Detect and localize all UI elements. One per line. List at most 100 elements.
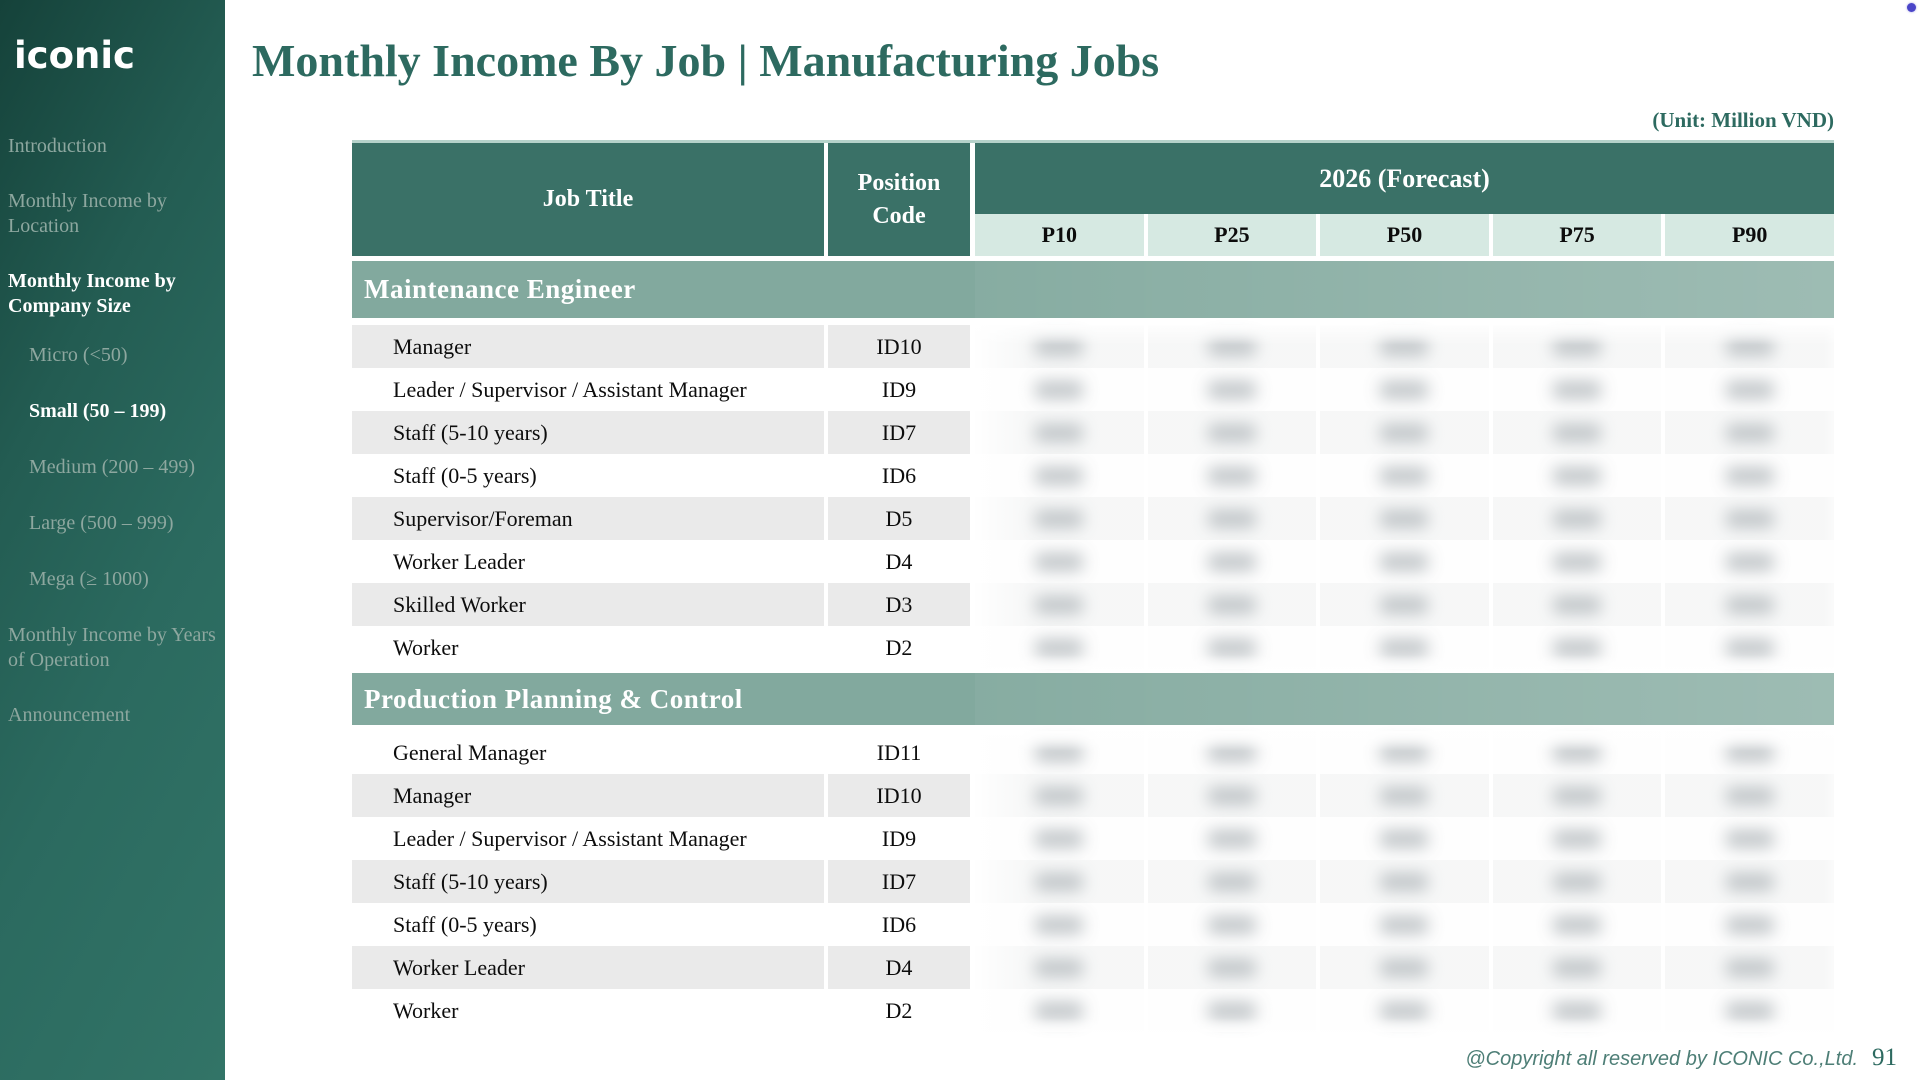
redacted-value-smudge (1380, 829, 1429, 848)
value-cell (1320, 903, 1489, 946)
redacted-value-smudge (1725, 380, 1774, 399)
value-cell (1147, 540, 1317, 583)
table-row: Worker D2 (352, 626, 1834, 669)
redacted-value-smudge (1207, 466, 1256, 485)
redacted-value-smudge (1725, 915, 1774, 934)
redacted-value-smudge (1207, 829, 1256, 848)
position-code-cell: D2 (885, 997, 913, 1023)
redacted-value-smudge (1207, 958, 1256, 977)
value-cell (975, 626, 1144, 669)
table-row: Staff (5-10 years) ID7 (352, 860, 1834, 903)
redacted-value-smudge (1380, 915, 1429, 934)
page-number: 91 (1872, 1044, 1897, 1071)
value-cell (1320, 411, 1489, 454)
redacted-value-smudge (1207, 552, 1256, 571)
redacted-value-smudge (1553, 915, 1602, 934)
redacted-value-smudge (1380, 595, 1429, 614)
table-row: Manager ID10 (352, 774, 1834, 817)
table-row: Manager ID10 (352, 325, 1834, 368)
value-cell (1665, 860, 1834, 903)
value-cell (1665, 903, 1834, 946)
position-code-cell: ID10 (828, 774, 970, 817)
table-row: Worker Leader D4 (352, 540, 1834, 583)
redacted-value-smudge (1035, 380, 1084, 399)
redacted-value-smudge (1035, 1001, 1084, 1020)
redacted-value-smudge (1035, 958, 1084, 977)
redacted-value-smudge (1207, 423, 1256, 442)
sidebar-nav: Introduction Monthly Income by Location … (8, 134, 218, 758)
value-cell (1492, 946, 1662, 989)
redacted-value-smudge (1380, 786, 1429, 805)
redacted-value-smudge (1553, 872, 1602, 891)
sidebar-item-introduction[interactable]: Introduction (8, 135, 107, 157)
redacted-value-smudge (1553, 552, 1602, 571)
sidebar-item-micro[interactable]: Micro (<50) (29, 344, 128, 366)
value-cell (1147, 946, 1317, 989)
sidebar-item-medium[interactable]: Medium (200 – 499) (29, 456, 196, 478)
value-cell (975, 903, 1144, 946)
job-title-cell: Supervisor/Foreman (352, 497, 824, 540)
value-cell (975, 540, 1144, 583)
sidebar-item-small[interactable]: Small (50 – 199) (29, 400, 167, 422)
value-cell (1147, 454, 1317, 497)
section-rows-maintenance-engineer: Manager ID10 Leader / Supervisor / Assis… (352, 325, 1834, 669)
sidebar-item-monthly-income-by-years-of-operation[interactable]: Monthly Income by Years of Operation (8, 624, 216, 671)
value-cell (975, 368, 1144, 411)
job-title-cell: Manager (352, 774, 824, 817)
redacted-value-smudge (1380, 337, 1429, 356)
value-cell (1492, 411, 1662, 454)
sidebar-item-mega[interactable]: Mega (≥ 1000) (29, 568, 149, 590)
value-cell (1320, 989, 1489, 1032)
value-cell (1665, 411, 1834, 454)
position-code-cell: ID10 (828, 325, 970, 368)
column-header-2026-forecast: 2026 (Forecast) (975, 143, 1834, 214)
redacted-value-smudge (1553, 423, 1602, 442)
redacted-value-smudge (1553, 466, 1602, 485)
value-cell (1320, 497, 1489, 540)
job-title-cell: Staff (0-5 years) (393, 462, 537, 488)
redacted-value-smudge (1725, 509, 1774, 528)
redacted-value-smudge (1380, 423, 1429, 442)
table-row: Worker Leader D4 (352, 946, 1834, 989)
job-title-cell: Worker Leader (352, 946, 824, 989)
redacted-value-smudge (1035, 509, 1084, 528)
redacted-value-smudge (1553, 786, 1602, 805)
value-cell (975, 411, 1144, 454)
value-cell (1320, 368, 1489, 411)
job-title-cell: General Manager (393, 739, 547, 765)
sidebar-item-large[interactable]: Large (500 – 999) (29, 512, 174, 534)
value-cell (1320, 583, 1489, 626)
value-cell (975, 454, 1144, 497)
value-cell (1147, 411, 1317, 454)
column-header-p10: P10 (975, 214, 1144, 256)
position-code-cell: ID9 (881, 825, 917, 851)
value-cell (1147, 774, 1317, 817)
sidebar-item-announcement[interactable]: Announcement (8, 704, 131, 726)
position-code-cell: ID6 (881, 462, 917, 488)
redacted-value-smudge (1207, 380, 1256, 399)
redacted-value-smudge (1207, 595, 1256, 614)
value-cell (1665, 454, 1834, 497)
value-cell (1665, 368, 1834, 411)
table-row: Staff (0-5 years) ID6 (352, 454, 1834, 497)
column-header-p50: P50 (1320, 214, 1489, 256)
value-cell (1320, 454, 1489, 497)
value-cell (1320, 817, 1489, 860)
value-cell (1492, 497, 1662, 540)
job-title-cell: Staff (5-10 years) (352, 411, 824, 454)
redacted-value-smudge (1380, 552, 1429, 571)
value-cell (1147, 903, 1317, 946)
redacted-value-smudge (1553, 337, 1602, 356)
sidebar-item-monthly-income-by-location[interactable]: Monthly Income by Location (8, 190, 167, 237)
value-cell (975, 497, 1144, 540)
sidebar-item-monthly-income-by-company-size[interactable]: Monthly Income by Company Size (8, 270, 176, 317)
redacted-value-smudge (1725, 337, 1774, 356)
redacted-value-smudge (1035, 638, 1084, 657)
redacted-value-smudge (1725, 423, 1774, 442)
position-code-cell: ID9 (881, 376, 917, 402)
job-title-cell: Worker Leader (393, 548, 525, 574)
value-cell (1492, 583, 1662, 626)
section-header-production-planning-control: Production Planning & Control (352, 673, 1834, 725)
redacted-value-smudge (1725, 466, 1774, 485)
job-title-cell: Worker (393, 997, 459, 1023)
